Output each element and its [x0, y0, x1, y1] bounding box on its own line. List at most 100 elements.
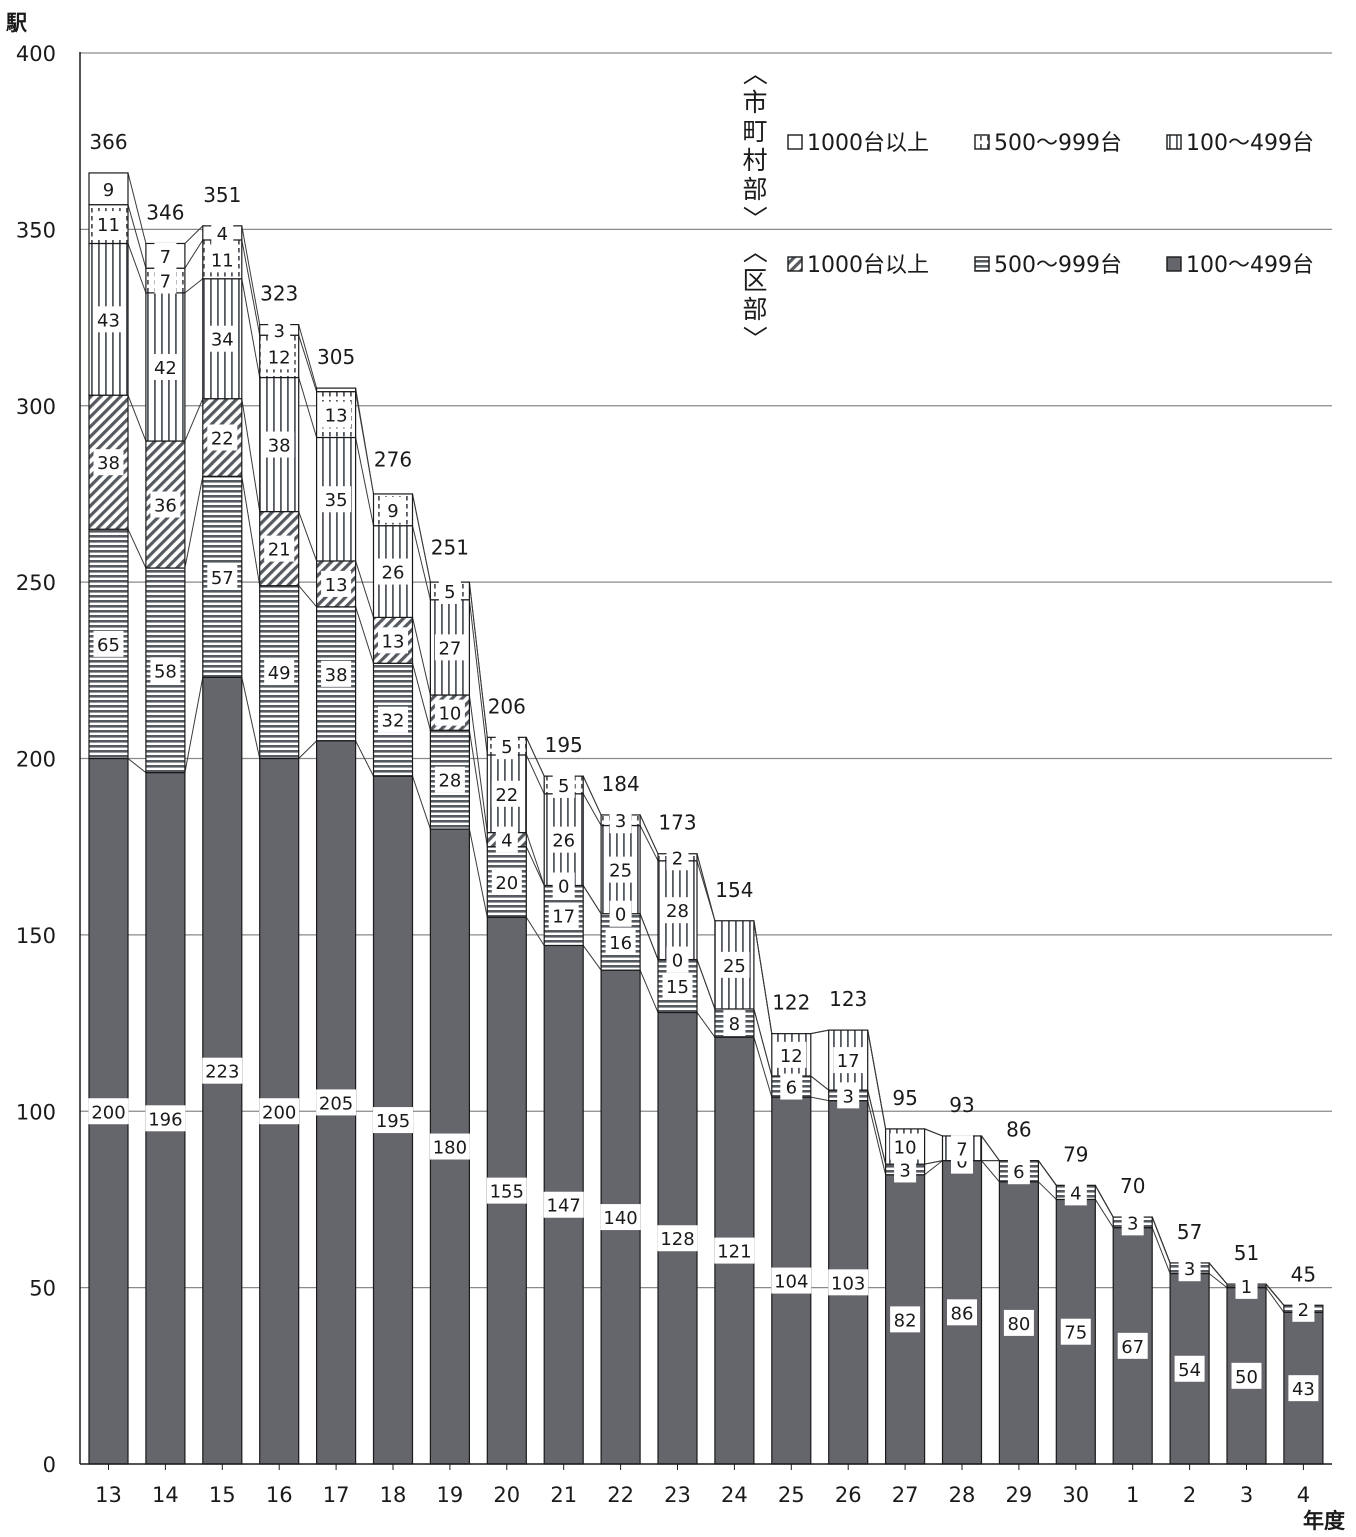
legend-group-label: 〉 — [740, 205, 769, 230]
segment-label-box — [150, 353, 181, 380]
segment-label: 35 — [325, 490, 348, 511]
segment-label-box — [373, 1107, 413, 1134]
segment-label-box — [382, 496, 404, 523]
segment-label-box — [723, 1010, 746, 1037]
segment-label: 54 — [1178, 1360, 1201, 1381]
connector-line — [1151, 1227, 1171, 1274]
segment-label: 12 — [780, 1046, 803, 1067]
legend-group-label: 村 — [742, 146, 767, 175]
connector-line — [696, 959, 716, 1010]
connector-line — [810, 1075, 830, 1091]
segment-label-box — [321, 660, 352, 687]
segment-label-box — [434, 634, 465, 661]
segment-label-box — [145, 1105, 186, 1132]
connector-line — [468, 694, 488, 833]
connector-line — [753, 920, 773, 1034]
legend-group-label: 部 — [742, 295, 767, 324]
connector-line — [298, 324, 318, 389]
segment-label: 25 — [723, 956, 746, 977]
connector-line — [127, 758, 147, 774]
connector-line — [639, 825, 659, 862]
connector-line — [924, 1160, 943, 1165]
segment-label-box — [1174, 1355, 1205, 1382]
connector-line — [355, 740, 374, 777]
segment-label-box — [264, 659, 295, 686]
segment-label-box — [1003, 1309, 1034, 1336]
segment-label-box — [259, 1098, 300, 1125]
segment-label: 196 — [148, 1109, 182, 1130]
segment-label-box — [666, 946, 689, 973]
bar-segment — [316, 387, 357, 393]
segment-label-box — [202, 1057, 243, 1084]
segment-label: 2 — [1298, 1300, 1309, 1321]
segment-label: 3 — [1127, 1213, 1138, 1234]
segment-label: 1 — [1241, 1277, 1252, 1298]
segment-label: 36 — [154, 496, 177, 517]
total-label: 122 — [772, 991, 810, 1015]
total-label: 45 — [1291, 1262, 1316, 1286]
legend-group-label: 〈 — [740, 238, 769, 263]
segment-label-box — [890, 1133, 921, 1160]
total-label: 305 — [317, 345, 355, 369]
connector-line — [1208, 1262, 1228, 1285]
segment-label-box — [1060, 1318, 1091, 1345]
connector-line — [867, 1089, 887, 1165]
segment-label-box — [609, 900, 632, 927]
segment-label-box — [1117, 1332, 1148, 1359]
total-label: 95 — [892, 1086, 917, 1110]
segment-label-box — [828, 1269, 869, 1296]
segment-label: 6 — [786, 1078, 797, 1099]
segment-label-box — [93, 449, 124, 476]
x-tick-label: 2 — [1183, 1483, 1196, 1507]
connector-line — [355, 560, 374, 618]
segment-label: 180 — [433, 1138, 467, 1159]
segment-label-box — [150, 491, 181, 518]
x-tick-label: 16 — [266, 1483, 293, 1507]
connector-line — [753, 1008, 773, 1077]
segment-label: 25 — [609, 861, 632, 882]
x-tick-label: 3 — [1240, 1483, 1253, 1507]
segment-label-box — [947, 1299, 977, 1326]
x-axis-title: 年度 — [1303, 1509, 1345, 1533]
segment-label-box — [548, 902, 579, 929]
segment-label-box — [321, 570, 352, 597]
segment-label: 5 — [444, 582, 455, 603]
segment-label-box — [154, 267, 177, 294]
segment-label-box — [609, 807, 632, 834]
segment-label-box — [495, 733, 518, 760]
segment-label: 28 — [438, 771, 461, 792]
segment-label-box — [268, 316, 291, 343]
x-tick-label: 22 — [607, 1483, 634, 1507]
segment-label-box — [951, 1135, 973, 1162]
segment-label-box — [605, 856, 636, 883]
connector-line — [867, 1100, 887, 1175]
segment-label: 80 — [1007, 1314, 1030, 1335]
segment-label: 32 — [382, 711, 405, 732]
segment-label-box — [714, 1237, 755, 1264]
segment-label: 13 — [325, 575, 348, 596]
legend-group-label: 〉 — [740, 325, 769, 350]
y-tick-label: 300 — [16, 395, 56, 419]
segment-label: 104 — [774, 1272, 808, 1293]
segment-label: 57 — [211, 568, 234, 589]
y-tick-label: 350 — [16, 218, 56, 242]
connector-line — [639, 969, 659, 1013]
segment-label-box — [486, 1177, 527, 1204]
connector-line — [184, 677, 204, 773]
total-label: 276 — [374, 447, 412, 471]
segment-label-box — [434, 766, 465, 793]
segment-label: 3 — [1184, 1259, 1195, 1280]
connector-line — [1208, 1273, 1228, 1289]
connector-line — [1265, 1283, 1285, 1306]
segment-label-box — [211, 219, 234, 246]
segment-label: 43 — [1292, 1379, 1315, 1400]
segment-label-box — [93, 630, 124, 657]
y-tick-label: 50 — [29, 1277, 56, 1301]
x-tick-label: 27 — [892, 1483, 919, 1507]
total-label: 346 — [146, 200, 184, 224]
connector-line — [184, 398, 204, 442]
segment-label: 2 — [672, 848, 683, 869]
connector-line — [184, 239, 204, 269]
connector-line — [412, 775, 431, 830]
